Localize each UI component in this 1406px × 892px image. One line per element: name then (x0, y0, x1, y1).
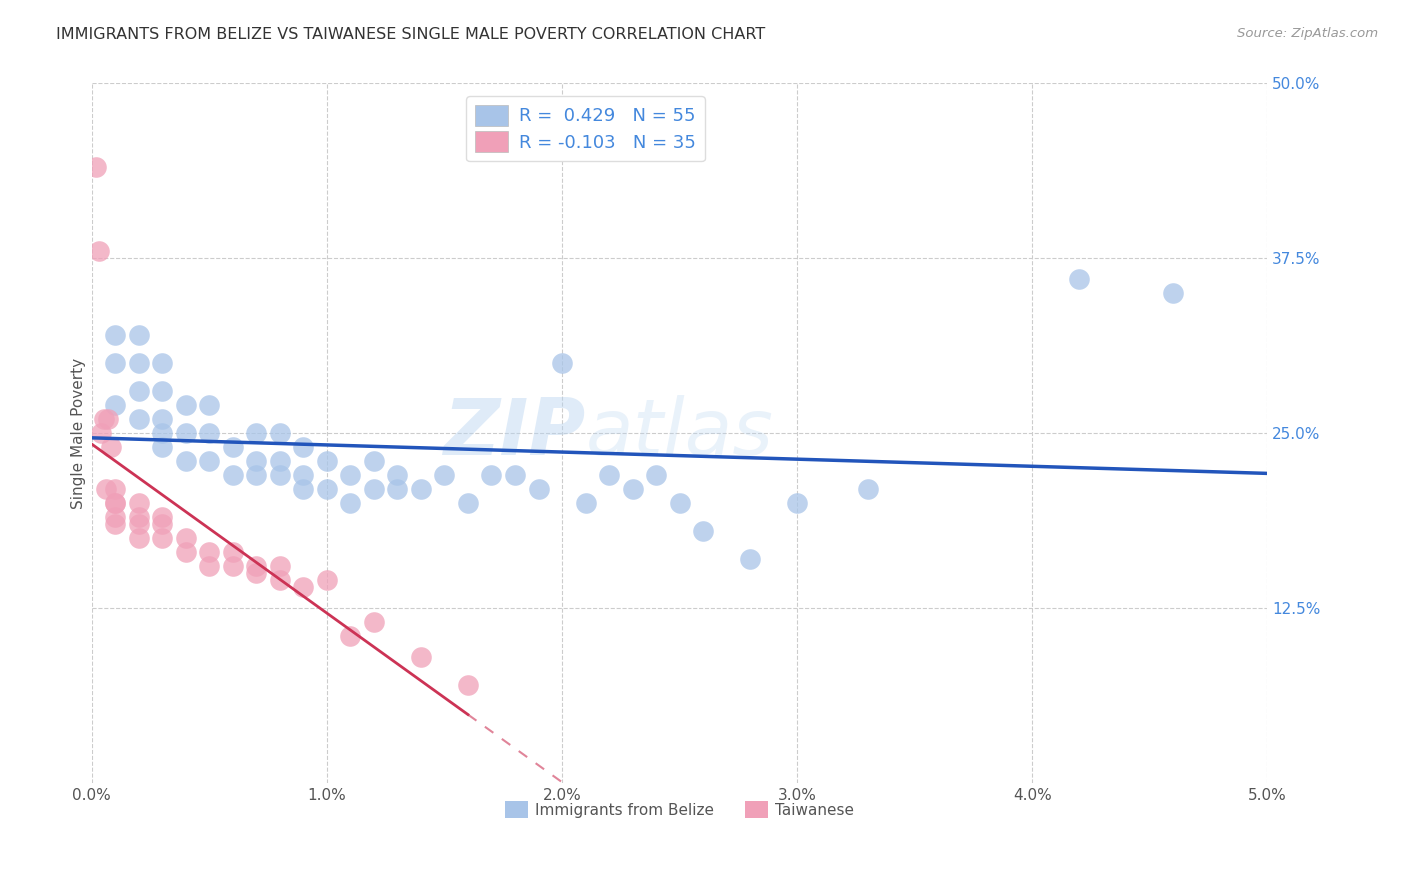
Point (104, 482, 127, 496)
Point (457, 678, 479, 692)
Point (387, 468, 409, 483)
Point (1069, 272, 1091, 286)
Point (598, 468, 620, 483)
Point (222, 559, 245, 574)
Point (363, 615, 385, 629)
Point (198, 559, 221, 574)
Point (128, 510, 150, 524)
Point (339, 496, 361, 510)
Point (363, 482, 385, 496)
Point (150, 412, 173, 426)
Point (387, 482, 409, 496)
Y-axis label: Single Male Poverty: Single Male Poverty (72, 358, 86, 508)
Point (150, 440, 173, 454)
Point (409, 650, 432, 665)
Point (198, 545, 221, 559)
Legend: Immigrants from Belize, Taiwanese: Immigrants from Belize, Taiwanese (499, 795, 860, 824)
Point (339, 629, 361, 643)
Point (150, 426, 173, 441)
Point (174, 545, 197, 559)
Point (339, 468, 361, 483)
Point (409, 482, 432, 496)
Point (316, 482, 339, 496)
Point (174, 531, 197, 545)
Text: IMMIGRANTS FROM BELIZE VS TAIWANESE SINGLE MALE POVERTY CORRELATION CHART: IMMIGRANTS FROM BELIZE VS TAIWANESE SING… (56, 27, 765, 42)
Point (128, 517, 150, 532)
Point (198, 454, 221, 468)
Point (668, 496, 690, 510)
Point (128, 531, 150, 545)
Point (856, 482, 879, 496)
Point (786, 496, 808, 510)
Point (269, 426, 291, 441)
Point (222, 545, 245, 559)
Point (551, 356, 574, 370)
Point (150, 384, 173, 399)
Point (527, 482, 550, 496)
Point (292, 468, 315, 483)
Point (174, 454, 197, 468)
Point (128, 496, 150, 510)
Point (87, 244, 110, 259)
Point (433, 468, 456, 483)
Point (104, 356, 127, 370)
Text: ZIP: ZIP (443, 395, 585, 471)
Point (198, 426, 221, 441)
Point (174, 426, 197, 441)
Point (269, 559, 291, 574)
Point (128, 412, 150, 426)
Point (245, 468, 267, 483)
Point (245, 566, 267, 581)
Point (93, 412, 115, 426)
Point (94, 482, 117, 496)
Text: Source: ZipAtlas.com: Source: ZipAtlas.com (1237, 27, 1378, 40)
Point (104, 517, 127, 532)
Point (269, 573, 291, 587)
Point (198, 398, 221, 412)
Point (174, 398, 197, 412)
Point (269, 454, 291, 468)
Point (269, 468, 291, 483)
Point (128, 384, 150, 399)
Point (621, 482, 644, 496)
Point (245, 559, 267, 574)
Point (128, 328, 150, 343)
Point (150, 510, 173, 524)
Point (738, 552, 761, 566)
Point (1161, 286, 1184, 301)
Point (104, 398, 127, 412)
Point (574, 496, 596, 510)
Point (316, 573, 339, 587)
Point (292, 482, 315, 496)
Point (104, 496, 127, 510)
Point (457, 496, 479, 510)
Point (150, 517, 173, 532)
Point (503, 468, 526, 483)
Point (645, 468, 668, 483)
Point (363, 454, 385, 468)
Point (90, 426, 112, 441)
Point (222, 468, 245, 483)
Point (104, 328, 127, 343)
Point (97, 412, 120, 426)
Point (100, 440, 122, 454)
Point (150, 356, 173, 370)
Point (128, 356, 150, 370)
Point (292, 580, 315, 594)
Point (150, 531, 173, 545)
Point (292, 440, 315, 454)
Point (222, 440, 245, 454)
Point (692, 524, 714, 538)
Point (104, 496, 127, 510)
Point (104, 510, 127, 524)
Text: atlas: atlas (585, 395, 773, 471)
Point (316, 454, 339, 468)
Point (86, 161, 108, 175)
Point (245, 454, 267, 468)
Point (481, 468, 503, 483)
Point (245, 426, 267, 441)
